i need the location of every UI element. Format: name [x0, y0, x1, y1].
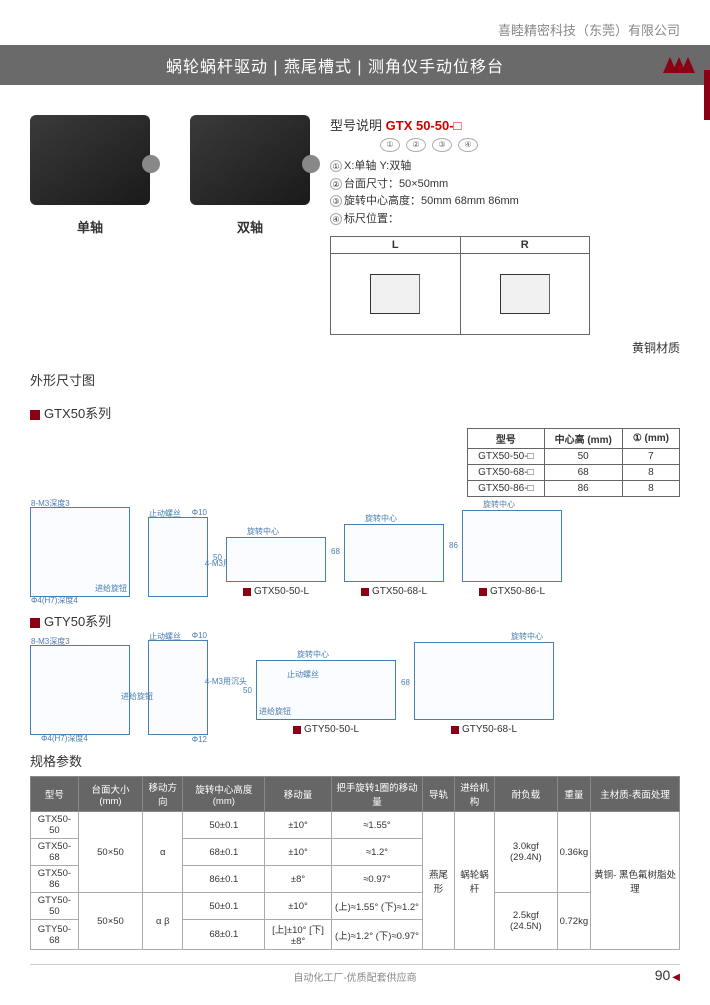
product-photos: 单轴 双轴 [30, 115, 310, 356]
gtx50-86-profile: 旋转中心86 [462, 510, 562, 582]
photo-label-2: 双轴 [190, 217, 310, 236]
page-number: 90 [655, 967, 680, 983]
model-desc-list: ①X:单轴 Y:双轴 ②台面尺寸：50×50mm ③旋转中心高度：50mm 68… [330, 158, 680, 228]
outline-section-label: 外形尺寸图 [30, 370, 680, 389]
company-name: 喜睦精密科技（东莞）有限公司 [30, 20, 680, 39]
stage-image-2 [190, 115, 310, 205]
lr-header-r: R [461, 237, 590, 254]
lr-orientation-table: L R [330, 236, 590, 335]
photo-single-axis: 单轴 [30, 115, 150, 356]
gty50-50-profile: 旋转中心 止动螺丝 进给旋钮 50 [256, 660, 396, 720]
model-code-indices: ①②③④ [380, 138, 680, 152]
material-note: 黄铜材质 [330, 339, 680, 356]
model-description: 型号说明 GTX 50-50-□ ①②③④ ①X:单轴 Y:双轴 ②台面尺寸：5… [330, 115, 680, 356]
spec-table: 型号台面大小 (mm)移动方向旋转中心高度 (mm)移动量把手旋转1圈的移动量导… [30, 776, 680, 950]
gtx50-top-view: 8-M3深度3 Φ4(H7)深度4 进给旋钮 [30, 507, 130, 597]
stage-image-1 [30, 115, 150, 205]
series1-diagrams: 8-M3深度3 Φ4(H7)深度4 进给旋钮 止动螺丝 Φ10 4-M3用沉头 … [30, 507, 680, 597]
photo-dual-axis: 双轴 [190, 115, 310, 356]
series1-dim-table: 型号中心高 (mm)① (mm) GTX50-50-□507 GTX50-68-… [467, 428, 680, 497]
page-footer: 自动化工厂-优质配套供应商 90 [30, 964, 680, 984]
series2-diagrams: 8-M3深度3 Φ4(H7)深度4 止动螺丝 Φ10 4-M3用沉头 进给旋钮 … [30, 640, 680, 735]
gtx50-50-profile: 旋转中心50 [226, 537, 326, 582]
mini-stage-r [500, 274, 550, 314]
gty50-68-profile: 旋转中心 68 [414, 642, 554, 720]
model-code: GTX 50-50-□ [386, 118, 462, 133]
series2-label: GTY50系列 [30, 611, 680, 630]
title-bar: 蜗轮蜗杆驱动 | 燕尾槽式 | 测角仪手动位移台 [0, 45, 710, 85]
side-accent [704, 70, 710, 120]
model-title-prefix: 型号说明 [330, 118, 382, 133]
spec-title: 规格参数 [30, 751, 680, 770]
gtx50-68-profile: 旋转中心68 [344, 524, 444, 582]
photo-label-1: 单轴 [30, 217, 150, 236]
series1-label: GTX50系列 [30, 403, 680, 422]
lr-header-l: L [331, 237, 461, 254]
page-title: 蜗轮蜗杆驱动 | 燕尾槽式 | 测角仪手动位移台 [12, 53, 658, 77]
gty50-top-view: 8-M3深度3 Φ4(H7)深度4 [30, 645, 130, 735]
gtx50-side-view: 止动螺丝 Φ10 4-M3用沉头 [148, 517, 208, 597]
mini-stage-l [370, 274, 420, 314]
logo-icon [658, 53, 698, 77]
footer-text: 自动化工厂-优质配套供应商 [293, 973, 416, 984]
gty50-side-view: 止动螺丝 Φ10 4-M3用沉头 进给旋钮 Φ12 [148, 640, 208, 735]
